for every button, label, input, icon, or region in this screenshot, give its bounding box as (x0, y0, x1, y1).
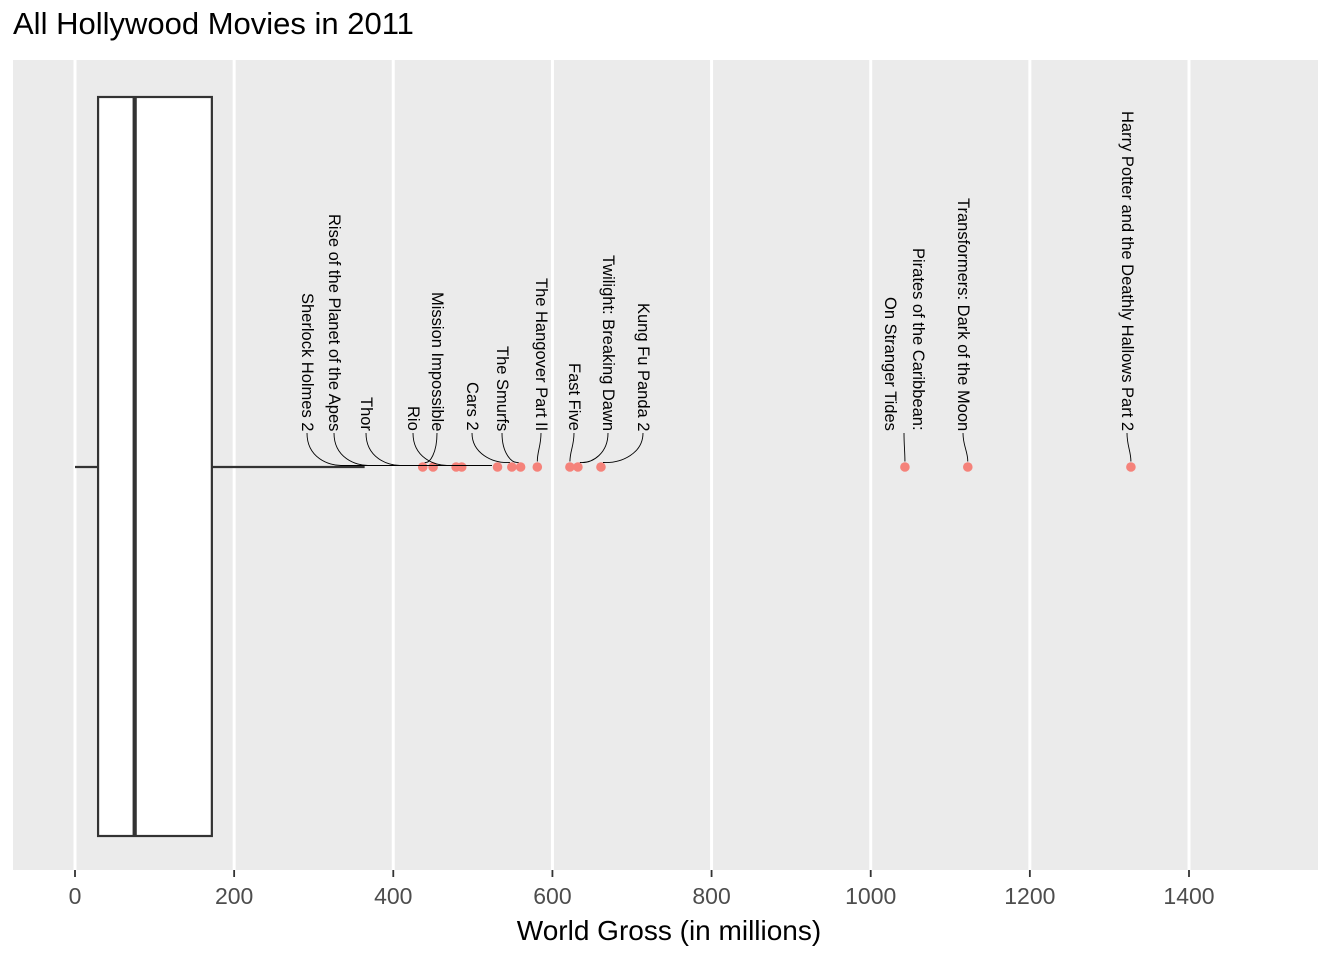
leader-line (903, 432, 906, 462)
leader-line (501, 432, 519, 463)
outlier-point (515, 462, 526, 472)
leader-line (579, 432, 609, 463)
outlier-point (900, 462, 910, 472)
x-tick-label: 1400 (1163, 883, 1215, 909)
x-tick-label: 1200 (1004, 883, 1056, 909)
outlier-label: Pirates of the Caribbean: On Stranger Ti… (881, 248, 927, 431)
outlier-label: Mission Impossible (428, 291, 446, 431)
chart-title: All Hollywood Movies in 2011 (13, 6, 414, 41)
outlier-point (428, 462, 438, 472)
leader-line (1126, 432, 1132, 462)
outlier-point (573, 462, 583, 472)
outlier-label: Fast Five (565, 363, 583, 431)
outlier-point (565, 462, 575, 472)
leader-line (471, 432, 510, 463)
outlier-point (507, 462, 517, 472)
outlier-point (417, 462, 428, 472)
leader-line (412, 432, 457, 466)
outlier-point (456, 462, 467, 472)
outlier-label: Cars 2 (463, 382, 481, 431)
outlier-label: The Hangover Part II (532, 277, 550, 431)
x-tick-label: 0 (68, 883, 82, 909)
leader-line (569, 432, 575, 462)
outlier-point (1126, 462, 1136, 472)
outlier-point (962, 462, 973, 472)
outlier-label: Sherlock Holmes 2 (298, 292, 316, 431)
outlier-point (492, 462, 503, 472)
leader-line (306, 432, 493, 466)
leader-line (424, 432, 438, 463)
x-axis-title: World Gross (in millions) (516, 915, 822, 946)
x-tick-label: 800 (692, 883, 731, 909)
plot-panel (13, 60, 1318, 870)
outlier-label: Transformers: Dark of the Moon (954, 197, 972, 431)
outlier-label: Rio (404, 406, 422, 431)
outlier-label: Twilight: Breaking Dawn (599, 254, 617, 431)
boxplot-box (96, 95, 213, 838)
x-tick-label: 200 (214, 883, 254, 909)
outlier-point (532, 462, 543, 472)
outlier-label: Thor (357, 397, 375, 431)
outlier-point (596, 462, 606, 472)
x-tick-label: 400 (374, 883, 413, 909)
outlier-label: Rise of the Planet of the Apes (325, 213, 343, 431)
x-tick-label: 1000 (845, 883, 897, 909)
leader-line (962, 432, 969, 462)
leader-line (365, 432, 428, 466)
x-tick-label: 600 (533, 883, 572, 909)
outlier-label: Harry Potter and the Deathly Hallows Par… (1118, 110, 1136, 431)
leader-line (602, 432, 644, 463)
outlier-label: Kung Fu Panda 2 (634, 302, 652, 431)
leader-line (536, 432, 542, 462)
outlier-label: The Smurfs (493, 345, 511, 431)
